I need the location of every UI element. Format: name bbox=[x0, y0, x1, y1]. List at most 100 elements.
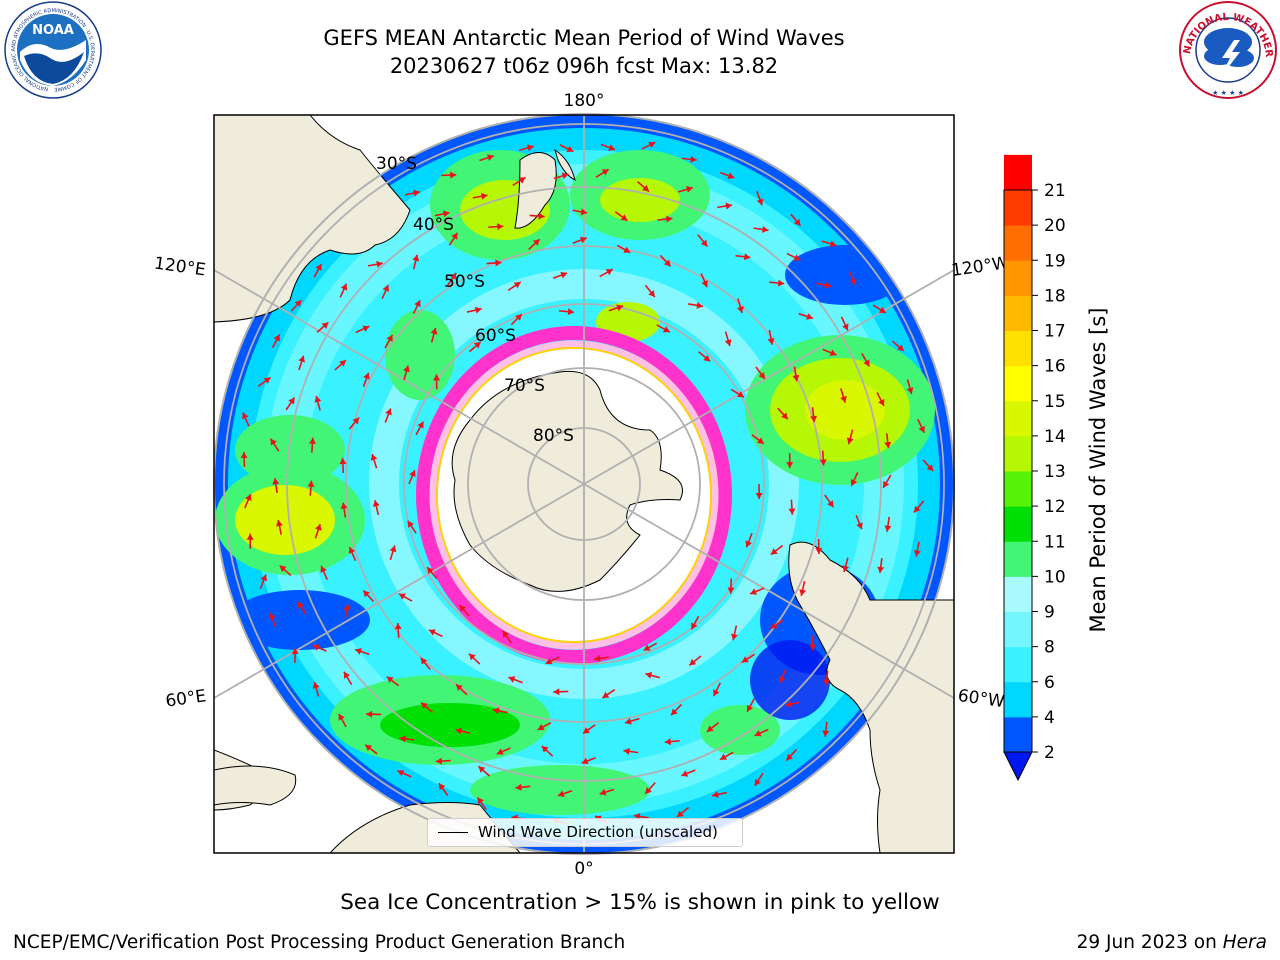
wave-direction-arrowhead bbox=[430, 327, 438, 335]
wave-direction-arrowhead bbox=[513, 282, 521, 289]
wave-direction-arrowhead bbox=[878, 306, 886, 313]
colorbar-tick-label: 21 bbox=[1044, 181, 1066, 201]
nws-logo-icon: NATIONAL WEATHER SERVICE ★ ★ ★ ★ bbox=[1176, 0, 1277, 99]
wave-direction-arrowhead bbox=[599, 788, 607, 796]
colorbar-segment bbox=[1004, 716, 1032, 753]
colorbar-segment bbox=[1004, 576, 1032, 612]
wave-direction-arrowhead bbox=[842, 323, 849, 331]
wave-direction-arrowhead bbox=[918, 425, 925, 433]
wave-direction-arrowhead bbox=[727, 172, 735, 180]
wave-direction-arrowhead bbox=[754, 729, 762, 737]
wave-direction-arrowhead bbox=[314, 524, 322, 531]
wave-direction-arrowhead bbox=[545, 657, 553, 665]
wave-direction-arrowhead bbox=[508, 676, 516, 683]
wave-direction-arrowhead bbox=[671, 708, 678, 716]
colorbar-tick-label: 15 bbox=[1044, 392, 1066, 412]
wave-direction-arrowhead bbox=[561, 172, 569, 180]
wave-direction-arrowhead bbox=[409, 470, 416, 478]
wave-direction-arrowhead bbox=[883, 480, 890, 488]
legend-line-swatch bbox=[438, 832, 468, 833]
wave-direction-arrowhead bbox=[321, 322, 329, 329]
wave-direction-arrowhead bbox=[541, 745, 549, 753]
wave-direction-arrowhead bbox=[340, 502, 348, 510]
wave-direction-arrowhead bbox=[756, 437, 764, 444]
wave-direction-arrowhead bbox=[846, 437, 854, 445]
wave-direction-arrowhead bbox=[770, 622, 778, 629]
wave-direction-arrowhead bbox=[428, 629, 436, 636]
map-legend: Wind Wave Direction (unscaled) bbox=[427, 818, 743, 847]
wave-direction-arrowhead bbox=[605, 269, 613, 276]
wave-direction-arrowhead bbox=[343, 671, 351, 679]
wave-direction-arrowhead bbox=[583, 727, 590, 734]
wave-direction-arrowhead bbox=[645, 787, 652, 794]
colorbar-extend-triangle bbox=[1003, 751, 1033, 782]
lon-label-0: 0° bbox=[574, 859, 593, 879]
wave-direction-arrowhead bbox=[897, 344, 904, 352]
wave-direction-arrowhead bbox=[307, 480, 315, 487]
colorbar-segment bbox=[1004, 330, 1032, 367]
wave-direction-arrowhead bbox=[642, 184, 650, 192]
wave-direction-arrowhead bbox=[884, 525, 892, 532]
wave-direction-arrowhead bbox=[608, 144, 616, 151]
wave-direction-arrowhead bbox=[312, 644, 320, 651]
wave-direction-arrowhead bbox=[553, 688, 560, 696]
wave-direction-arrowhead bbox=[686, 186, 693, 193]
wave-direction-arrowhead bbox=[450, 171, 457, 179]
colorbar-segment bbox=[1004, 471, 1032, 507]
wave-direction-arrowhead bbox=[579, 236, 587, 244]
wave-direction-arrowhead bbox=[580, 208, 588, 216]
wave-direction-arrowhead bbox=[792, 374, 800, 382]
wave-direction-arrowhead bbox=[840, 395, 847, 403]
wave-direction-arrowhead bbox=[602, 691, 610, 698]
wave-direction-arrowhead bbox=[399, 735, 406, 743]
wave-direction-arrowhead bbox=[842, 565, 849, 573]
wave-direction-arrowhead bbox=[877, 566, 885, 573]
wave-direction-arrowhead bbox=[276, 519, 283, 527]
wave-direction-arrowhead bbox=[403, 365, 410, 373]
wave-direction-arrowhead bbox=[623, 747, 630, 755]
wave-direction-arrowhead bbox=[386, 334, 393, 342]
colorbar-segment bbox=[1004, 400, 1032, 437]
wave-direction-arrowhead bbox=[475, 306, 482, 314]
wave-direction-arrowhead bbox=[850, 479, 858, 486]
wave-direction-arrowhead bbox=[809, 644, 817, 651]
wave-direction-arrowhead bbox=[449, 272, 457, 280]
svg-text:★ ★ ★ ★: ★ ★ ★ ★ bbox=[1212, 89, 1244, 97]
antarctica-landmass bbox=[451, 370, 683, 592]
wave-direction-arrowhead bbox=[348, 546, 356, 554]
wave-direction-arrowhead bbox=[370, 453, 378, 461]
wave-direction-arrowhead bbox=[689, 658, 697, 666]
wave-direction-arrowhead bbox=[338, 713, 345, 721]
chart-subtitle: 20230627 t06z 096h fcst Max: 13.82 bbox=[389, 54, 779, 78]
wave-direction-arrowhead bbox=[806, 313, 813, 320]
lat-label-60s: 60°S bbox=[475, 326, 516, 346]
wave-direction-arrowhead bbox=[459, 605, 466, 612]
wave-direction-arrowhead bbox=[473, 341, 481, 349]
colorbar-segment bbox=[1004, 190, 1032, 226]
colorbar-tick-label: 4 bbox=[1044, 708, 1055, 728]
wave-direction-arrowhead bbox=[394, 623, 402, 630]
wave-direction-arrowhead bbox=[438, 783, 446, 791]
wave-direction-arrowhead bbox=[414, 300, 421, 308]
wave-direction-arrowhead bbox=[645, 671, 653, 679]
wave-direction-arrowhead bbox=[788, 508, 796, 515]
wave-direction-arrowhead bbox=[815, 547, 823, 555]
date-text: 29 Jun 2023 on Hera bbox=[1077, 932, 1267, 953]
wave-direction-arrowhead bbox=[242, 412, 249, 420]
wave-direction-arrowhead bbox=[703, 354, 711, 362]
lat-label-30s: 30°S bbox=[376, 154, 417, 174]
colorbar-segment bbox=[1004, 225, 1032, 261]
wave-direction-arrowhead bbox=[822, 730, 830, 737]
wave-direction-arrowhead bbox=[648, 141, 656, 149]
lon-label-180: 180° bbox=[564, 91, 605, 111]
wave-direction-arrowhead bbox=[770, 548, 778, 555]
wave-direction-arrowhead bbox=[750, 588, 758, 595]
machine-name: Hera bbox=[1222, 932, 1267, 953]
wave-direction-arrowhead bbox=[427, 567, 434, 574]
wave-direction-arrowhead bbox=[785, 700, 793, 708]
wave-direction-arrowhead bbox=[363, 590, 370, 598]
svg-text:NOAA: NOAA bbox=[32, 23, 74, 38]
wave-direction-arrowhead bbox=[366, 710, 373, 718]
wave-direction-arrowhead bbox=[793, 254, 801, 261]
colorbar-tick-label: 12 bbox=[1044, 497, 1066, 517]
